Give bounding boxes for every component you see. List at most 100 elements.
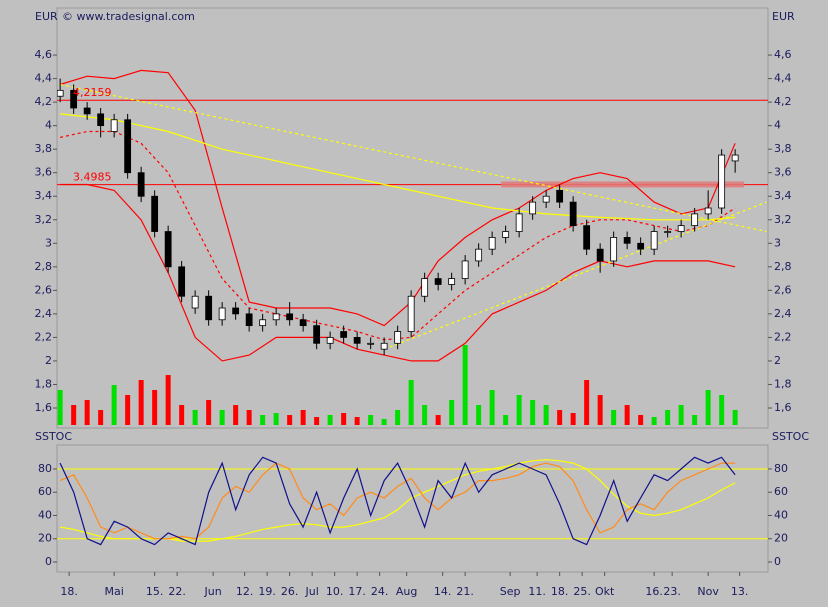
- candle-body: [57, 89, 64, 97]
- candle-body: [704, 207, 712, 215]
- volume-bar: [530, 400, 536, 425]
- indicator-line: [59, 130, 736, 341]
- y-tick-label: 2: [45, 354, 52, 367]
- volume-bar: [719, 395, 725, 425]
- volume-bar: [570, 413, 576, 425]
- candle-body: [569, 201, 577, 227]
- y-tick-label-right: 4,4: [774, 72, 792, 85]
- candle-body: [596, 248, 604, 262]
- volume-bar: [381, 419, 387, 425]
- y-tick-label-right: 3,6: [774, 166, 792, 179]
- x-tick-label: 10.: [326, 585, 344, 598]
- candle-body: [218, 307, 226, 321]
- candle-body: [259, 319, 267, 327]
- y-tick-label: 2,2: [35, 330, 53, 343]
- y-tick-label-right: 3,8: [774, 142, 792, 155]
- x-tick-label: 24.: [371, 585, 389, 598]
- y-tick-label: 2,6: [35, 283, 53, 296]
- volume-bar: [624, 405, 630, 425]
- sstoc-panel: [56, 444, 769, 573]
- volume-bar: [287, 415, 293, 425]
- y-tick-label: 0: [45, 555, 52, 568]
- candle-body: [650, 231, 658, 250]
- y-tick-label: 3,4: [35, 189, 53, 202]
- y-tick-label: 4,4: [35, 72, 53, 85]
- candle-body: [178, 266, 186, 297]
- x-tick-label: 11.: [528, 585, 546, 598]
- x-tick-label: 12.: [236, 585, 254, 598]
- price-panel: [56, 7, 769, 429]
- indicator-line: [59, 83, 767, 233]
- candle-body: [380, 342, 388, 350]
- series-line: [59, 456, 736, 546]
- x-tick-label: Aug: [396, 585, 417, 598]
- candle-body: [353, 337, 361, 344]
- candle-body: [232, 307, 240, 315]
- candle-body: [502, 231, 510, 238]
- volume-bar: [449, 400, 455, 425]
- volume-bar: [138, 380, 144, 425]
- panel-label-right: EUR: [772, 10, 795, 23]
- candle-body: [448, 278, 456, 285]
- volume-bar: [246, 410, 252, 425]
- volume-bar: [354, 417, 360, 425]
- volume-bar: [489, 390, 495, 425]
- y-tick-label-right: 4,6: [774, 48, 792, 61]
- volume-bar: [125, 395, 131, 425]
- x-tick-label: 17.: [348, 585, 366, 598]
- candle-body: [664, 231, 672, 233]
- x-tick-label: 18.: [551, 585, 569, 598]
- y-tick-label: 4,2: [35, 95, 53, 108]
- y-tick-label-right: 20: [774, 532, 788, 545]
- y-tick-label-right: 3,4: [774, 189, 792, 202]
- candle-body: [164, 231, 172, 268]
- volume-bar: [557, 410, 563, 425]
- volume-bar: [327, 415, 333, 425]
- candle-body: [340, 331, 348, 338]
- candle-body: [677, 225, 685, 232]
- candle-body: [637, 242, 645, 250]
- candle-body: [286, 313, 294, 321]
- candle-body: [124, 119, 132, 174]
- y-tick-label-right: 1,6: [774, 401, 792, 414]
- x-tick-label: 16.: [645, 585, 663, 598]
- indicator-line: [60, 113, 736, 221]
- volume-bar: [611, 410, 617, 425]
- y-tick-label-right: 2,4: [774, 307, 792, 320]
- y-tick-label: 4,6: [35, 48, 53, 61]
- volume-bar: [71, 405, 77, 425]
- candle-body: [205, 295, 213, 321]
- volume-bar: [638, 415, 644, 425]
- volume-bar: [422, 405, 428, 425]
- candle-body: [151, 195, 159, 232]
- y-tick-label-right: 2,2: [774, 330, 792, 343]
- volume-bar: [597, 395, 603, 425]
- volume-bar: [341, 413, 347, 425]
- x-tick-label: 13.: [731, 585, 749, 598]
- volume-bar: [503, 415, 509, 425]
- candle-body: [299, 319, 307, 327]
- candle-body: [556, 189, 564, 203]
- y-tick-label: 4: [45, 119, 52, 132]
- candle-body: [191, 295, 199, 309]
- x-tick-label: Jun: [204, 585, 222, 598]
- volume-bar: [476, 405, 482, 425]
- indicator-line: [383, 201, 767, 350]
- candle-body: [515, 213, 523, 232]
- volume-bar: [368, 415, 374, 425]
- y-tick-label-right: 1,8: [774, 377, 792, 390]
- y-tick-label: 40: [38, 508, 52, 521]
- panel-label: SSTOC: [35, 430, 72, 443]
- volume-bar: [233, 405, 239, 425]
- y-tick-label-right: 2: [774, 354, 781, 367]
- volume-bar: [192, 410, 198, 425]
- y-tick-label: 3: [45, 236, 52, 249]
- candle-body: [326, 337, 334, 344]
- volume-bar: [678, 405, 684, 425]
- volume-bar: [584, 380, 590, 425]
- candle-body: [488, 237, 496, 250]
- candle-body: [272, 313, 280, 321]
- volume-bar: [408, 380, 414, 425]
- x-tick-label: 18.: [60, 585, 78, 598]
